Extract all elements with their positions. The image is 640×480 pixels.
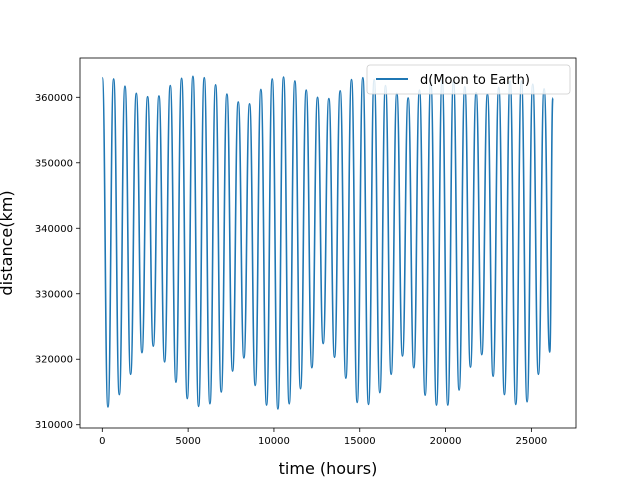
series-layer bbox=[101, 75, 554, 410]
x-tick-label: 25000 bbox=[515, 436, 547, 447]
x-axis: 0 5000 10000 15000 20000 25000 bbox=[99, 428, 547, 447]
x-tick-label: 0 bbox=[99, 436, 105, 447]
y-tick-label: 340000 bbox=[35, 224, 73, 235]
y-axis: 310000 320000 330000 340000 350000 360000 bbox=[35, 93, 80, 431]
legend: d(Moon to Earth) bbox=[366, 64, 571, 95]
plot-frame bbox=[79, 57, 577, 429]
y-tick-label: 350000 bbox=[35, 158, 73, 169]
x-tick-label: 10000 bbox=[258, 436, 290, 447]
series-line-0 bbox=[101, 75, 554, 410]
x-tick-label: 20000 bbox=[430, 436, 462, 447]
y-tick-label: 360000 bbox=[35, 93, 73, 104]
x-tick-label: 15000 bbox=[344, 436, 376, 447]
y-tick-label: 320000 bbox=[35, 355, 73, 366]
y-tick-label: 330000 bbox=[35, 289, 73, 300]
x-axis-title: time (hours) bbox=[279, 459, 378, 478]
y-axis-title: distance(km) bbox=[0, 190, 16, 295]
legend-label: d(Moon to Earth) bbox=[420, 73, 530, 88]
legend-box bbox=[366, 64, 571, 95]
y-tick-label: 310000 bbox=[35, 420, 73, 431]
x-tick-label: 5000 bbox=[175, 436, 200, 447]
